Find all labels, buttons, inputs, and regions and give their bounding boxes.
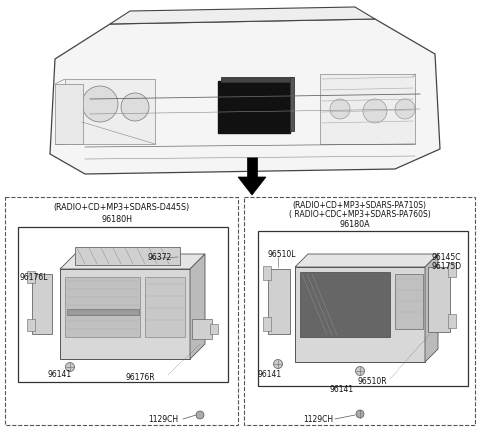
Text: 96510L: 96510L xyxy=(267,250,296,259)
Bar xyxy=(18,227,228,382)
Bar xyxy=(247,158,257,180)
Bar xyxy=(27,319,35,331)
Bar xyxy=(258,231,468,386)
Polygon shape xyxy=(50,20,440,175)
Text: (RADIO+CD+MP3+SDARS-PA710S): (RADIO+CD+MP3+SDARS-PA710S) xyxy=(292,201,427,210)
Text: 96180A: 96180A xyxy=(339,220,370,229)
Circle shape xyxy=(121,94,149,122)
Text: 96141: 96141 xyxy=(47,370,71,379)
Bar xyxy=(290,78,294,132)
Bar xyxy=(263,266,271,280)
Bar xyxy=(295,267,425,362)
Circle shape xyxy=(196,411,204,419)
Polygon shape xyxy=(110,8,375,25)
Circle shape xyxy=(356,367,364,376)
Polygon shape xyxy=(60,255,205,269)
Bar xyxy=(145,277,185,337)
Bar xyxy=(268,269,290,334)
Bar xyxy=(221,78,293,83)
Bar xyxy=(60,269,190,359)
Bar xyxy=(395,274,423,329)
Circle shape xyxy=(356,410,364,418)
Bar xyxy=(75,247,180,265)
Bar xyxy=(65,277,140,337)
Bar xyxy=(320,75,415,144)
Bar xyxy=(300,272,390,337)
Bar xyxy=(263,317,271,331)
Circle shape xyxy=(363,100,387,124)
Bar xyxy=(448,314,456,328)
Text: 96141: 96141 xyxy=(258,370,282,379)
Text: 96141: 96141 xyxy=(330,384,354,393)
Bar xyxy=(448,264,456,277)
Polygon shape xyxy=(190,255,205,359)
Polygon shape xyxy=(295,255,438,267)
Circle shape xyxy=(82,87,118,123)
Text: 96510R: 96510R xyxy=(358,377,388,386)
Circle shape xyxy=(330,100,350,120)
Bar xyxy=(67,309,139,315)
Text: 96180H: 96180H xyxy=(101,215,132,224)
Bar xyxy=(192,319,212,339)
Bar xyxy=(5,197,238,425)
Bar xyxy=(218,82,290,134)
Bar xyxy=(244,197,475,425)
Bar xyxy=(27,271,35,283)
Text: ( RADIO+CDC+MP3+SDARS-PA760S): ( RADIO+CDC+MP3+SDARS-PA760S) xyxy=(288,210,431,219)
Text: 1129CH: 1129CH xyxy=(148,415,178,424)
Circle shape xyxy=(274,359,283,369)
Circle shape xyxy=(65,362,74,372)
Text: 96176R: 96176R xyxy=(125,373,155,381)
Polygon shape xyxy=(425,255,438,362)
Circle shape xyxy=(395,100,415,120)
Bar xyxy=(32,274,52,334)
Bar xyxy=(55,85,83,144)
Text: (RADIO+CD+MP3+SDARS-D445S): (RADIO+CD+MP3+SDARS-D445S) xyxy=(53,203,190,212)
Text: 96176L: 96176L xyxy=(20,273,48,282)
Bar xyxy=(428,267,450,332)
Text: 96372: 96372 xyxy=(148,253,172,262)
Polygon shape xyxy=(238,178,266,196)
Text: 96145C: 96145C xyxy=(432,253,461,262)
Text: 96175D: 96175D xyxy=(432,262,462,271)
Bar xyxy=(65,80,155,144)
Bar xyxy=(210,324,218,334)
Text: 1129CH: 1129CH xyxy=(303,415,333,424)
